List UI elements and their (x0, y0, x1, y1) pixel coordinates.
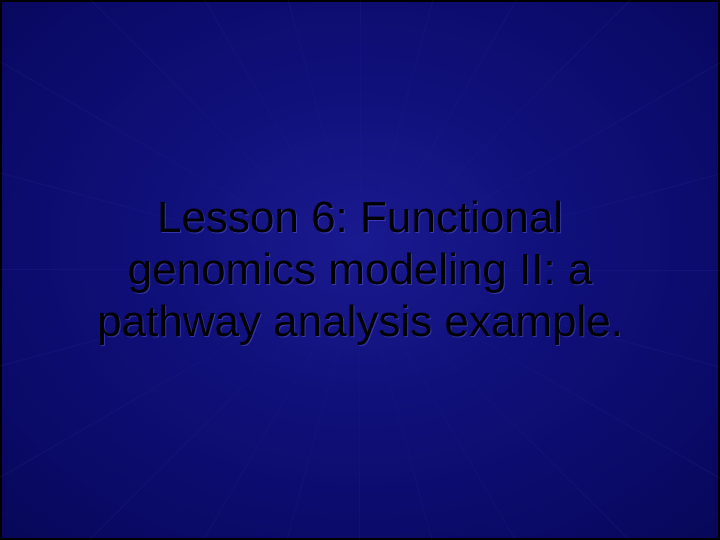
slide: Lesson 6: Functional genomics modeling I… (0, 0, 720, 540)
slide-title: Lesson 6: Functional genomics modeling I… (69, 192, 651, 348)
title-line-1: Lesson 6: Functional (97, 192, 623, 244)
title-line-3: pathway analysis example. (97, 296, 623, 348)
title-line-2: genomics modeling II: a (97, 244, 623, 296)
